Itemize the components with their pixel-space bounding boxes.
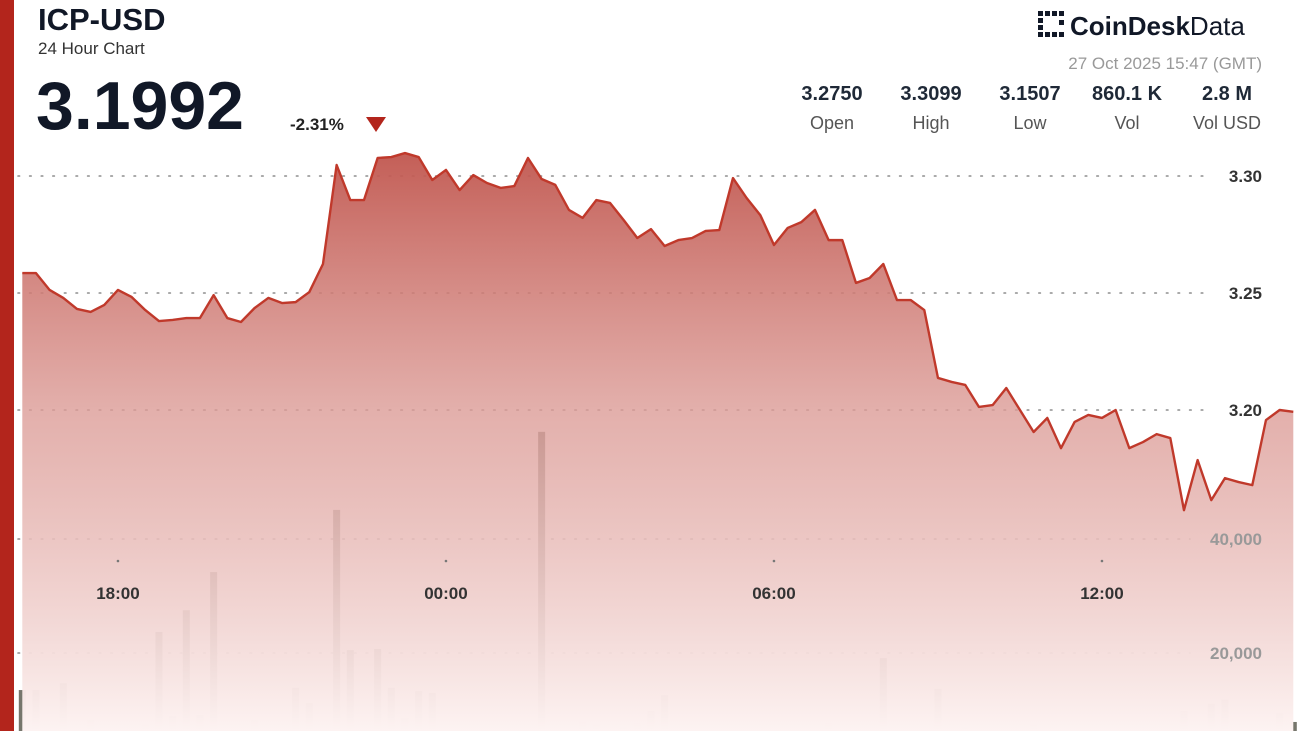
stat-label: Low — [1013, 113, 1047, 133]
x-tick — [772, 559, 776, 563]
x-tick-label: 06:00 — [752, 584, 795, 603]
down-arrow — [366, 117, 386, 132]
x-tick-label: 00:00 — [424, 584, 467, 603]
price-line — [22, 151, 1294, 512]
x-tick — [1100, 559, 1104, 563]
timestamp: 27 Oct 2025 15:47 (GMT) — [1068, 54, 1262, 73]
x-tick-label: 18:00 — [96, 584, 139, 603]
y-tick-label: 3.25 — [1229, 284, 1262, 303]
stats: 3.2750 Open 3.3099 High 3.1507 Low 860.1 K Vol 2… — [801, 83, 1261, 133]
stat-label: Open — [810, 113, 854, 133]
y2-tick-label: 40,000 — [1210, 530, 1262, 549]
stat-value: 3.1507 — [999, 83, 1060, 105]
stat-label: High — [912, 113, 949, 133]
symbol: ICP-USD — [38, 2, 165, 37]
brand-logo: CoinDeskData — [1038, 11, 1245, 41]
price: 3.1992 — [36, 68, 244, 144]
brand-name: CoinDesk — [1070, 11, 1190, 41]
y2-tick-label: 20,000 — [1210, 644, 1262, 663]
accent-bar — [0, 0, 14, 731]
x-tick-label: 12:00 — [1080, 584, 1123, 603]
stat-value: 3.2750 — [801, 83, 862, 105]
stat-value: 2.8 M — [1202, 83, 1252, 105]
plot-area — [17, 151, 1297, 731]
svg-text:CoinDeskData: CoinDeskData — [1070, 11, 1245, 41]
brand-suffix: Data — [1190, 11, 1245, 41]
x-tick — [116, 559, 120, 563]
x-tick — [444, 559, 448, 563]
stat-value: 3.3099 — [900, 83, 961, 105]
stat-value: 860.1 K — [1092, 83, 1163, 105]
stat-label: Vol — [1114, 113, 1139, 133]
y-tick-label: 3.30 — [1229, 167, 1262, 186]
subtitle: 24 Hour Chart — [38, 39, 145, 58]
area — [22, 153, 1294, 731]
stat-label: Vol USD — [1193, 113, 1261, 133]
y-tick-label: 3.20 — [1229, 401, 1262, 420]
change: -2.31% — [290, 115, 344, 134]
